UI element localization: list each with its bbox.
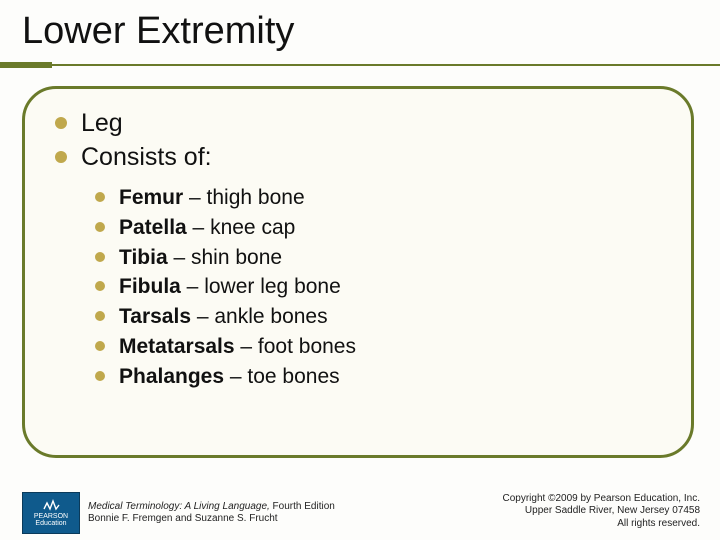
list-item: Phalanges – toe bones	[95, 362, 671, 392]
term: Femur	[119, 186, 183, 209]
list-item: Consists of:	[55, 141, 671, 173]
term: Tibia	[119, 246, 168, 269]
list-item: Leg	[55, 107, 671, 139]
logo-sub: Education	[35, 520, 66, 527]
definition: – lower leg bone	[181, 275, 341, 298]
book-edition: Fourth Edition	[270, 501, 335, 512]
logo-brand: PEARSON	[34, 513, 68, 520]
logo-mark-icon	[42, 499, 60, 511]
definition: – ankle bones	[191, 305, 328, 328]
list-item: Metatarsals – foot bones	[95, 332, 671, 362]
definition: – toe bones	[224, 365, 340, 388]
definition: – shin bone	[168, 246, 282, 269]
footer-left: Medical Terminology: A Living Language, …	[88, 501, 335, 526]
inner-list: Femur – thigh bone Patella – knee cap Ti…	[95, 183, 671, 392]
slide-title: Lower Extremity	[22, 10, 720, 53]
term: Fibula	[119, 275, 181, 298]
content-box: Leg Consists of: Femur – thigh bone Pate…	[22, 86, 694, 458]
list-item: Tibia – shin bone	[95, 243, 671, 273]
pearson-logo: PEARSON Education	[22, 492, 80, 534]
list-item: Patella – knee cap	[95, 213, 671, 243]
copyright-line: Copyright ©2009 by Pearson Education, In…	[503, 493, 701, 506]
list-item: Femur – thigh bone	[95, 183, 671, 213]
book-title: Medical Terminology: A Living Language,	[88, 501, 270, 512]
term: Tarsals	[119, 305, 191, 328]
term: Phalanges	[119, 365, 224, 388]
title-underline	[0, 62, 720, 68]
term: Patella	[119, 216, 187, 239]
list-item: Fibula – lower leg bone	[95, 272, 671, 302]
footer-right: Copyright ©2009 by Pearson Education, In…	[503, 493, 701, 531]
rights-line: All rights reserved.	[503, 518, 701, 531]
footer: PEARSON Education Medical Terminology: A…	[0, 486, 720, 540]
authors: Bonnie F. Fremgen and Suzanne S. Frucht	[88, 513, 335, 526]
list-item: Tarsals – ankle bones	[95, 302, 671, 332]
definition: – knee cap	[187, 216, 296, 239]
outer-list: Leg Consists of:	[55, 107, 671, 173]
definition: – thigh bone	[183, 186, 304, 209]
definition: – foot bones	[235, 335, 356, 358]
address-line: Upper Saddle River, New Jersey 07458	[503, 505, 701, 518]
term: Metatarsals	[119, 335, 235, 358]
